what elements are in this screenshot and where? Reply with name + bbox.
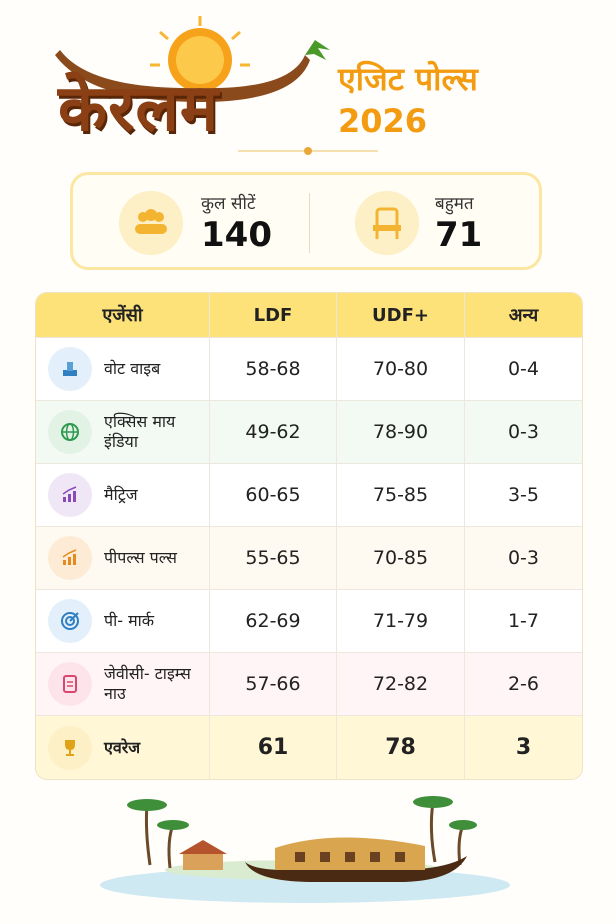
seat-range: 70-80 [336,338,464,400]
seat-range: 3-5 [464,464,582,526]
seats-icon [119,191,183,255]
agency-name: पीपल्स पल्स [104,548,177,567]
header-cell: अन्य [464,293,582,337]
agency-name: पी- मार्क [104,611,155,630]
average-value: 3 [464,716,582,779]
agency-cell: मैट्रिज [36,464,209,526]
majority-label: बहुमत [435,194,474,214]
agency-icon [48,347,92,391]
majority-value: 71 [435,215,483,255]
seat-range: 0-3 [464,527,582,589]
table-row: पी- मार्क 62-69 71-79 1-7 [36,589,582,652]
agency-cell: जेवीसी- टाइम्स नाउ [36,653,209,715]
agency-name: वोट वाइब [104,359,161,378]
header-row: एजेंसी LDF UDF+ अन्य [36,293,582,337]
seat-range: 0-4 [464,338,582,400]
agency-cell: एक्सिस माय इंडिया [36,401,209,463]
seat-range: 1-7 [464,590,582,652]
agency-icon [48,536,92,580]
average-value: 61 [209,716,336,779]
header-cell: LDF [209,293,336,337]
seat-range: 55-65 [209,527,336,589]
seat-range: 71-79 [336,590,464,652]
total-value: 140 [201,215,272,255]
seat-range: 58-68 [209,338,336,400]
agency-cell: वोट वाइब [36,338,209,400]
header-art [55,16,330,102]
average-label-cell: एवरेज [36,716,209,779]
table-row: वोट वाइब 58-68 70-80 0-4 [36,337,582,400]
table-row: जेवीसी- टाइम्स नाउ 57-66 72-82 2-6 [36,652,582,715]
agency-cell: पीपल्स पल्स [36,527,209,589]
table-row: मैट्रिज 60-65 75-85 3-5 [36,463,582,526]
poll-table: एजेंसी LDF UDF+ अन्य वोट वाइब 58-68 70-80 0-4 एक… [35,292,583,780]
agency-name: मैट्रिज [104,485,138,504]
agency-name: एक्सिस माय इंडिया [104,412,176,451]
average-label: एवरेज [104,737,141,757]
total-label: कुल सीटें [201,194,256,214]
agency-cell: पी- मार्क [36,590,209,652]
seat-range: 62-69 [209,590,336,652]
agency-icon [48,599,92,643]
table-row: एक्सिस माय इंडिया 49-62 78-90 0-3 [36,400,582,463]
majority-icon [355,191,419,255]
header-cell: UDF+ [336,293,464,337]
seat-range: 60-65 [209,464,336,526]
seat-range: 78-90 [336,401,464,463]
seat-range: 57-66 [209,653,336,715]
average-row: एवरेज 61 78 3 [36,715,582,779]
summary-box: कुल सीटें 140 बहुमत 71 [70,172,542,270]
seat-range: 75-85 [336,464,464,526]
seat-range: 0-3 [464,401,582,463]
agency-icon [48,410,92,454]
seat-range: 2-6 [464,653,582,715]
agency-icon [48,473,92,517]
table-row: पीपल्स पल्स 55-65 70-85 0-3 [36,526,582,589]
separator [309,193,310,253]
title: केरलम [58,71,219,146]
average-value: 78 [336,716,464,779]
agency-name: जेवीसी- टाइम्स नाउ [104,664,191,703]
seat-range: 49-62 [209,401,336,463]
seat-range: 70-85 [336,527,464,589]
seat-range: 72-82 [336,653,464,715]
divider [238,147,378,155]
header-cell: एजेंसी [102,305,143,326]
backwater-scene [100,796,510,903]
agency-icon [48,662,92,706]
agency-icon [48,725,92,770]
subtitle: एजिट पोल्स 2026 [338,60,478,140]
